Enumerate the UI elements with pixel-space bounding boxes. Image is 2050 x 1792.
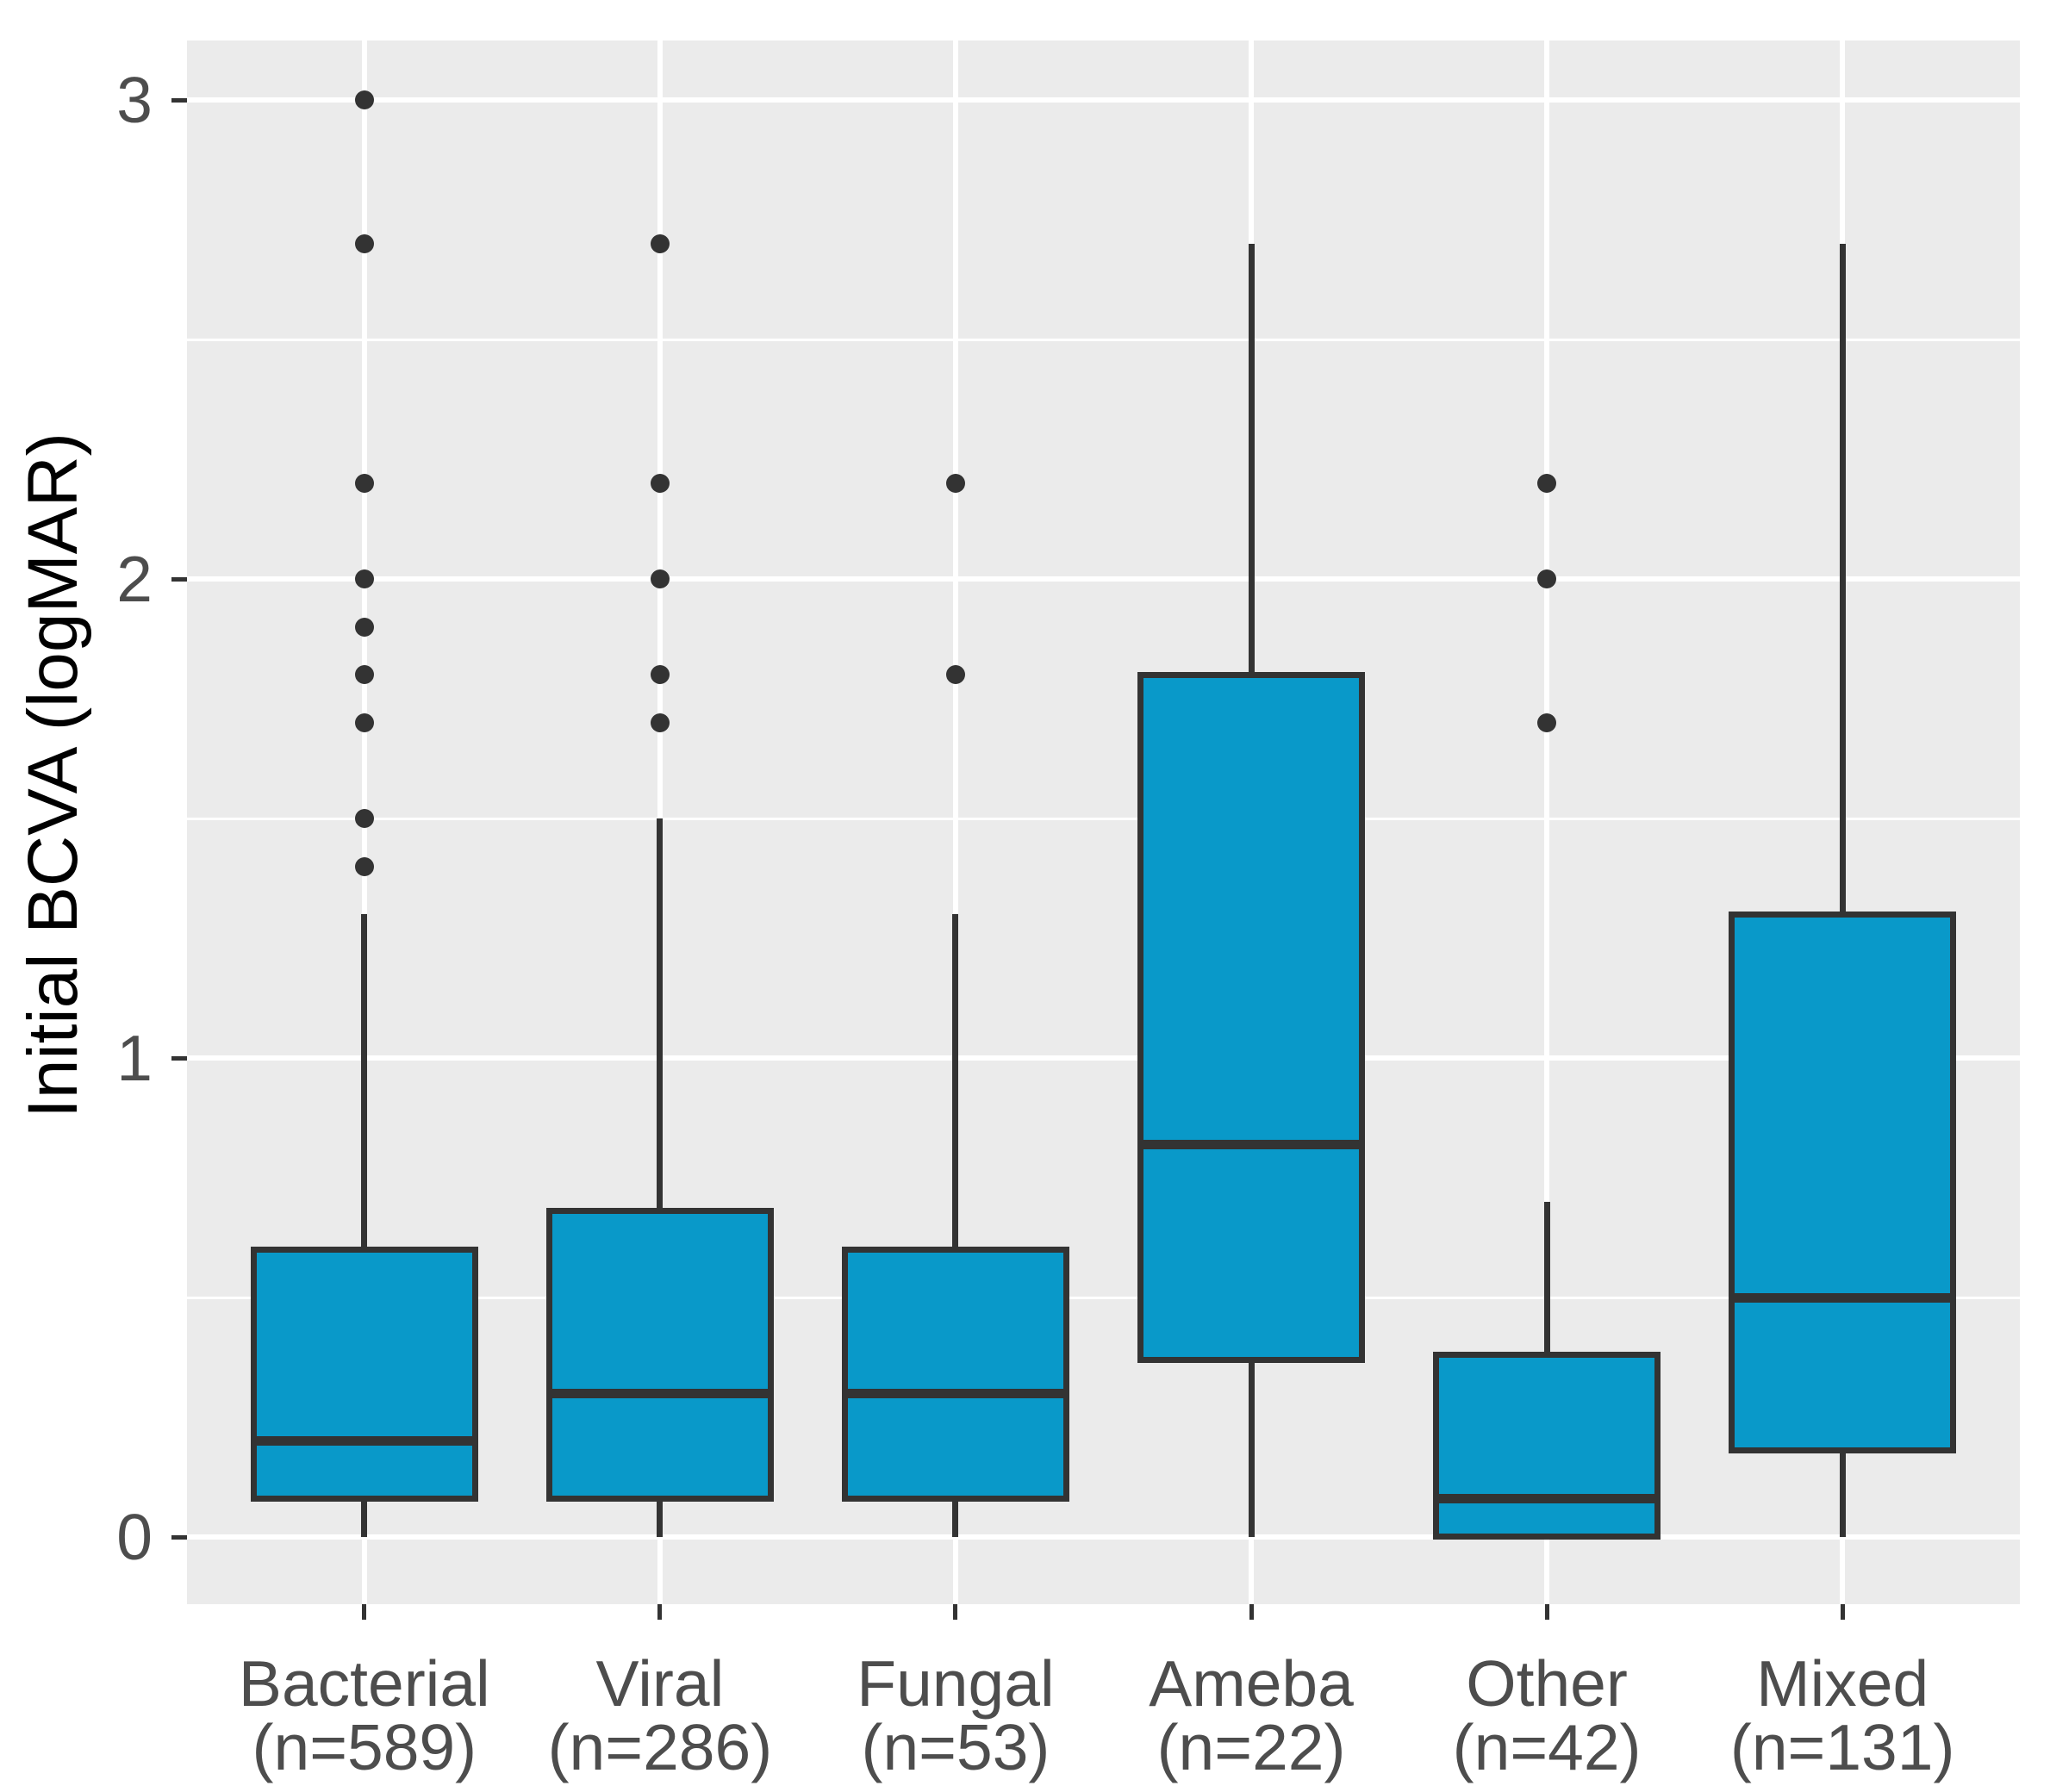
x-tick-mark (1544, 1604, 1549, 1620)
x-category-label-fungal: Fungal (n=53) (732, 1647, 1180, 1783)
x-tick-mark (362, 1604, 367, 1620)
y-major-gridline (187, 97, 2020, 103)
y-axis-title: Initial BCVA (logMAR) (14, 432, 92, 1118)
whisker-line (361, 914, 368, 1537)
x-category-label-mixed: Mixed (n=131) (1618, 1647, 2050, 1783)
y-minor-gridline (187, 817, 2020, 820)
y-tick-mark (171, 1055, 187, 1061)
x-tick-mark (1840, 1604, 1845, 1620)
box (250, 1246, 478, 1502)
y-major-gridline (187, 1534, 2020, 1540)
whisker-line (952, 914, 959, 1537)
outlier-dot (650, 233, 670, 253)
x-category-name: Mixed (1756, 1647, 1929, 1720)
outlier-dot (1537, 473, 1557, 493)
y-tick-mark (171, 97, 187, 103)
y-minor-gridline (187, 338, 2020, 341)
x-category-count: (n=286) (547, 1711, 773, 1783)
box (1433, 1352, 1661, 1540)
plot-panel (187, 40, 2020, 1604)
x-tick-mark (953, 1604, 958, 1620)
x-category-name: Fungal (857, 1647, 1055, 1720)
outlier-dot (354, 617, 374, 637)
x-category-count: (n=131) (1729, 1711, 1955, 1783)
median-line (1143, 1139, 1360, 1149)
median-line (1439, 1494, 1655, 1504)
outlier-dot (1537, 569, 1557, 588)
box (841, 1246, 1069, 1502)
box (1137, 671, 1366, 1363)
x-category-label-viral: Viral (n=286) (436, 1647, 884, 1783)
y-tick-label: 1 (116, 1022, 153, 1094)
outlier-dot (354, 473, 374, 493)
y-tick-mark (171, 1534, 187, 1540)
x-major-gridline (1544, 40, 1550, 1604)
box (1729, 911, 1957, 1454)
y-major-gridline (187, 1055, 2020, 1061)
outlier-dot (354, 665, 374, 685)
outlier-dot (354, 569, 374, 588)
median-line (551, 1388, 768, 1398)
outlier-dot (354, 90, 374, 109)
y-tick-label: 3 (116, 64, 153, 136)
x-category-count: (n=22) (1156, 1711, 1346, 1783)
outlier-dot (650, 712, 670, 732)
x-category-name: Bacterial (238, 1647, 490, 1720)
x-major-gridline (952, 40, 958, 1604)
median-line (256, 1436, 472, 1447)
y-major-gridline (187, 576, 2020, 582)
x-category-count: (n=589) (252, 1711, 477, 1783)
outlier-dot (650, 665, 670, 685)
x-category-count: (n=42) (1452, 1711, 1642, 1783)
outlier-dot (945, 473, 965, 493)
x-tick-mark (1249, 1604, 1254, 1620)
y-tick-label: 2 (116, 543, 153, 615)
y-tick-label: 0 (116, 1501, 153, 1573)
y-minor-gridline (187, 1296, 2020, 1299)
outlier-dot (650, 569, 670, 588)
x-category-label-bacterial: Bacterial (n=589) (140, 1647, 589, 1783)
outlier-dot (354, 712, 374, 732)
whisker-line (1839, 243, 1846, 1537)
outlier-dot (650, 473, 670, 493)
median-line (1735, 1292, 1951, 1303)
x-category-name: Other (1466, 1647, 1628, 1720)
box (545, 1208, 774, 1502)
y-tick-mark (171, 576, 187, 582)
outlier-dot (354, 233, 374, 253)
x-category-label-ameba: Ameba (n=22) (1027, 1647, 1475, 1783)
outlier-dot (354, 809, 374, 828)
x-category-count: (n=53) (861, 1711, 1050, 1783)
median-line (847, 1388, 1063, 1398)
whisker-line (657, 818, 664, 1537)
outlier-dot (945, 665, 965, 685)
outlier-dot (1537, 712, 1557, 732)
x-category-name: Ameba (1149, 1647, 1354, 1720)
x-category-name: Viral (595, 1647, 725, 1720)
x-category-label-other: Other (n=42) (1323, 1647, 1771, 1783)
x-tick-mark (657, 1604, 663, 1620)
outlier-dot (354, 856, 374, 876)
